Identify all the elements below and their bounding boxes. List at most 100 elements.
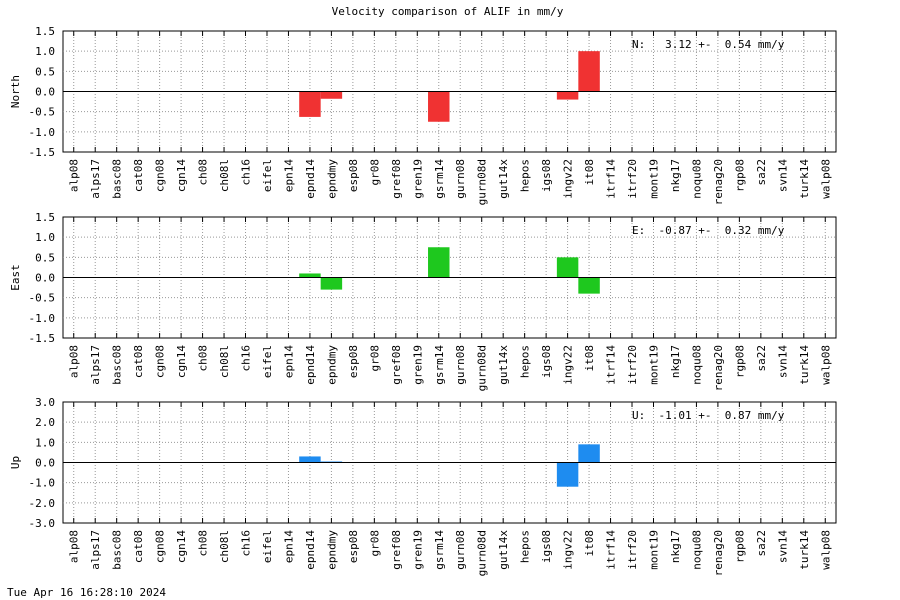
- x-tick-label: ch08l: [218, 530, 231, 563]
- x-tick-label: rgp08: [733, 159, 746, 192]
- x-tick-label: nkg17: [669, 345, 682, 378]
- x-tick-label: gref08: [390, 345, 403, 385]
- x-tick-label: sa22: [755, 345, 768, 372]
- x-tick-label: noqu08: [690, 530, 703, 570]
- x-tick-label: mont19: [647, 345, 660, 385]
- x-tick-label: itrf20: [626, 345, 639, 385]
- y-tick-label: -1.0: [29, 477, 56, 490]
- x-tick-label: cgn08: [154, 530, 167, 563]
- y-tick-label: -1.5: [29, 332, 56, 345]
- x-tick-label: mont19: [647, 159, 660, 199]
- x-tick-label: renag20: [712, 530, 725, 576]
- x-tick-label: epnd14: [304, 159, 317, 199]
- x-tick-label: hepos: [519, 159, 532, 192]
- x-tick-label: svn14: [776, 159, 789, 192]
- y-tick-label: -3.0: [29, 517, 56, 530]
- x-tick-label: walp08: [819, 530, 832, 570]
- x-tick-label: eifel: [261, 345, 274, 378]
- x-tick-label: cgn08: [154, 159, 167, 192]
- x-tick-label: gr08: [368, 530, 381, 557]
- x-tick-label: nkg17: [669, 159, 682, 192]
- bar-it08: [578, 51, 600, 92]
- y-tick-label: 0.0: [35, 457, 55, 470]
- panel-annotation: U: -1.01 +- 0.87 mm/y: [632, 409, 785, 422]
- bar-gsrm14: [428, 247, 450, 278]
- bar-ingv22: [556, 91, 579, 100]
- y-tick-label: 0.0: [35, 272, 55, 285]
- x-tick-label: hepos: [519, 345, 532, 378]
- y-tick-label: 0.5: [35, 65, 55, 78]
- x-tick-label: itrf20: [626, 530, 639, 570]
- y-tick-label: 1.0: [35, 45, 55, 58]
- x-tick-label: ch16: [240, 530, 253, 557]
- panel-annotation: N: 3.12 +- 0.54 mm/y: [632, 38, 785, 51]
- x-tick-label: esp08: [347, 530, 360, 563]
- x-tick-label: igs08: [540, 530, 553, 563]
- x-tick-label: svn14: [776, 345, 789, 378]
- bar-epnd14: [299, 456, 321, 463]
- x-tick-label: gren19: [411, 345, 424, 385]
- bar-it08: [578, 444, 600, 463]
- x-tick-label: noqu08: [690, 345, 703, 385]
- x-tick-label: alp08: [68, 345, 81, 378]
- x-tick-label: eifel: [261, 159, 274, 192]
- x-tick-label: eifel: [261, 530, 274, 563]
- x-tick-label: ch08: [197, 345, 210, 372]
- x-tick-label: svn14: [776, 530, 789, 563]
- y-tick-label: 0.0: [35, 86, 55, 99]
- x-tick-label: turk14: [798, 345, 811, 385]
- bar-gsrm14: [428, 91, 450, 122]
- x-tick-label: cat08: [132, 159, 145, 192]
- x-tick-label: ingv22: [562, 530, 575, 570]
- x-tick-label: gsrm14: [433, 159, 446, 199]
- x-tick-label: cat08: [132, 345, 145, 378]
- y-tick-label: 3.0: [35, 396, 55, 409]
- bar-epndmy: [320, 91, 343, 99]
- x-tick-label: ingv22: [562, 159, 575, 199]
- y-tick-label: -0.5: [29, 292, 56, 305]
- x-tick-label: walp08: [819, 159, 832, 199]
- x-tick-label: basc08: [111, 345, 124, 385]
- y-axis-label: North: [9, 75, 22, 108]
- x-tick-label: cgn08: [154, 345, 167, 378]
- bar-epndmy: [320, 461, 343, 463]
- x-tick-label: turk14: [798, 159, 811, 199]
- y-tick-label: -1.5: [29, 146, 56, 159]
- x-tick-label: gurn08: [454, 345, 467, 385]
- y-tick-label: 1.0: [35, 231, 55, 244]
- x-tick-label: cat08: [132, 530, 145, 563]
- x-tick-label: ingv22: [562, 345, 575, 385]
- x-tick-label: ch08: [197, 530, 210, 557]
- timestamp: Tue Apr 16 16:28:10 2024: [7, 586, 166, 599]
- x-tick-label: igs08: [540, 345, 553, 378]
- x-tick-label: alps17: [89, 159, 102, 199]
- y-axis-label: East: [9, 264, 22, 291]
- x-tick-label: itrf14: [605, 530, 618, 570]
- x-tick-label: esp08: [347, 345, 360, 378]
- x-tick-label: epndmy: [325, 530, 338, 570]
- x-tick-label: ch16: [240, 345, 253, 372]
- x-tick-label: gren19: [411, 530, 424, 570]
- x-tick-label: epn14: [282, 530, 295, 563]
- x-tick-label: ch16: [240, 159, 253, 186]
- x-tick-label: cgn14: [175, 345, 188, 378]
- x-tick-label: gref08: [390, 159, 403, 199]
- x-tick-label: epndmy: [325, 159, 338, 199]
- x-tick-label: turk14: [798, 530, 811, 570]
- y-tick-label: -1.0: [29, 126, 56, 139]
- x-tick-label: gut14x: [497, 159, 510, 199]
- x-tick-label: renag20: [712, 345, 725, 391]
- x-tick-label: hepos: [519, 530, 532, 563]
- x-tick-label: itrf14: [605, 345, 618, 385]
- x-tick-label: gut14x: [497, 345, 510, 385]
- x-tick-label: it08: [583, 345, 596, 372]
- x-tick-label: gr08: [368, 345, 381, 372]
- x-tick-label: ch08l: [218, 345, 231, 378]
- x-tick-label: gurn08d: [476, 159, 489, 205]
- x-tick-label: sa22: [755, 530, 768, 557]
- chart-title: Velocity comparison of ALIF in mm/y: [331, 5, 564, 18]
- x-tick-label: gsrm14: [433, 345, 446, 385]
- x-tick-label: gut14x: [497, 530, 510, 570]
- x-tick-label: it08: [583, 530, 596, 557]
